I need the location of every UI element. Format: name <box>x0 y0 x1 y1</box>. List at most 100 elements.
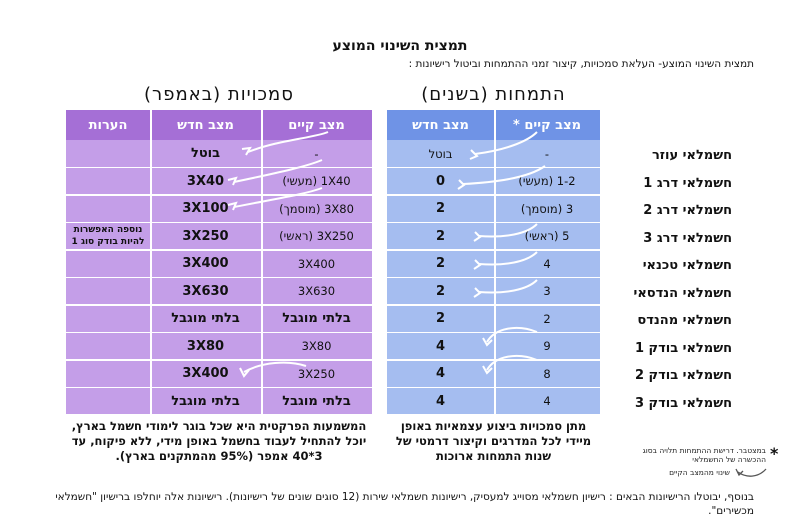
row-divider <box>387 221 600 223</box>
arrow-icon <box>478 223 538 238</box>
new-state-cell: 2 <box>435 256 446 272</box>
table-row: 3X100 3X80 (מוסמך) <box>66 195 372 223</box>
arrowhead-icon <box>482 337 493 347</box>
new-state-cell: בוטל <box>428 146 453 161</box>
current-state-cell: בלתי מוגבל <box>282 393 351 409</box>
arrow-icon <box>474 131 538 155</box>
row-divider <box>387 359 600 361</box>
new-state-cell: 3X400 <box>182 366 229 382</box>
table-row: 2 5 (ראשי) <box>387 223 600 251</box>
current-state-cell: 5 (ראשי) <box>524 229 570 244</box>
arrow-icon <box>486 326 538 343</box>
table-row: בוטל - <box>66 140 372 168</box>
internship-table: מצב חדש מצב קיים * בוטל - 0 1-2 (מעשי) 2 3 (מ… <box>387 110 600 416</box>
arrow-icon <box>462 165 546 185</box>
table-row: 3X400 3X250 <box>66 360 372 388</box>
row-divider <box>66 194 372 196</box>
arrowhead-icon <box>241 146 252 156</box>
role-label: חשמלאי בודק 2 <box>634 368 732 383</box>
role-label: חשמלאי הנדסאי <box>633 285 732 301</box>
legend-arrow-note: שינוי מהמצב הקיים <box>669 468 730 477</box>
row-divider <box>387 386 600 388</box>
current-state-cell: בלתי מוגבל <box>282 311 351 327</box>
arrow-icon <box>478 251 538 266</box>
new-state-cell: 2 <box>435 201 446 217</box>
internship-section-title: התמחות (בשנים) <box>421 84 566 105</box>
new-state-header: מצב חדש <box>177 117 234 133</box>
row-divider <box>66 386 372 388</box>
current-state-cell: 3X250 (ראשי) <box>279 229 354 244</box>
curved-arrow-icon <box>735 468 767 477</box>
arrow-icon <box>478 279 538 294</box>
row-divider <box>387 276 600 278</box>
table-row: 3X630 3X630 <box>66 278 372 306</box>
current-state-cell: 1X40 (מעשי) <box>282 174 351 189</box>
authority-caption: המשמעות הפרקטית היא שכל בוגר לימודי חשמל… <box>71 419 367 463</box>
new-state-cell: בלתי מוגבל <box>171 311 240 327</box>
new-state-cell: 4 <box>435 338 446 354</box>
table-row: 3X80 3X80 <box>66 333 372 361</box>
current-state-cell: - <box>314 146 319 161</box>
current-state-cell: 8 <box>543 366 551 381</box>
arrowhead-icon <box>469 149 479 160</box>
current-state-header: מצב קיים * <box>513 117 581 133</box>
authority-section-title: סמכויות (באמפר) <box>144 84 294 105</box>
current-state-cell: 3X630 <box>297 284 336 299</box>
arrowhead-icon <box>473 231 482 242</box>
new-state-cell: 0 <box>435 173 446 189</box>
new-state-header: מצב חדש <box>412 117 469 133</box>
new-state-cell: 3X40 <box>186 173 225 189</box>
new-state-cell: 3X250 <box>182 228 229 244</box>
arrowhead-icon <box>457 179 466 190</box>
column-divider <box>150 110 152 415</box>
internship-header-row: מצב חדש מצב קיים * <box>387 110 600 140</box>
table-row: 3X400 3X400 <box>66 250 372 278</box>
row-divider <box>66 276 372 278</box>
role-label: חשמלאי טכנאי <box>642 258 732 273</box>
new-state-cell: בוטל <box>190 146 221 162</box>
row-divider <box>66 304 372 306</box>
arrow-icon <box>247 131 329 153</box>
table-row: בוטל - <box>387 140 600 168</box>
current-state-header: מצב קיים <box>288 117 345 133</box>
role-label: חשמלאי מהנדס <box>637 313 732 328</box>
arrow-icon <box>486 354 538 371</box>
role-label: חשמלאי דרג 3 <box>643 230 732 246</box>
row-divider <box>387 331 600 333</box>
table-row: 2 3 (מוסמך) <box>387 195 600 223</box>
arrow-icon <box>243 361 307 373</box>
page-title: תמצית השינוי המוצע <box>332 38 468 54</box>
role-label: חשמלאי עוזר <box>651 148 732 163</box>
role-label: חשמלאי בודק 1 <box>634 340 732 356</box>
current-state-cell: 3X400 <box>297 256 336 271</box>
change-arrows <box>227 131 329 378</box>
authority-header-row: הערות מצב חדש מצב קיים <box>66 110 372 140</box>
role-label: חשמלאי דרג 1 <box>643 175 732 191</box>
new-state-cell: 4 <box>435 366 446 382</box>
current-state-cell: 3 <box>543 284 551 299</box>
row-divider <box>387 414 600 416</box>
current-state-cell: 4 <box>543 256 551 271</box>
arrowhead-icon <box>473 287 482 298</box>
current-state-cell: 3X80 <box>301 339 332 354</box>
current-state-cell: - <box>544 146 550 161</box>
new-state-cell: 3X630 <box>182 283 229 299</box>
change-arrows <box>457 131 546 375</box>
star-symbol: * <box>770 444 779 463</box>
column-divider <box>261 110 263 415</box>
new-state-cell: 2 <box>435 311 446 327</box>
arrowhead-icon <box>473 259 482 270</box>
table-row: בלתי מוגבל בלתי מוגבל <box>66 388 372 416</box>
current-state-cell: 3X250 <box>297 366 336 381</box>
new-state-cell: 3X100 <box>182 201 229 217</box>
role-label: חשמלאי בודק 3 <box>634 395 732 411</box>
authority-table: הערות מצב חדש מצב קיים בוטל - 3X40 1X40 (מע… <box>66 110 372 416</box>
new-state-cell: 2 <box>435 283 446 299</box>
current-state-cell: 1-2 (מעשי) <box>518 174 576 189</box>
table-row: נוספה האפשרות להיות בודק סוג 1 3X250 3X250… <box>66 223 372 251</box>
arrowhead-icon <box>482 365 493 375</box>
row-divider <box>66 166 372 168</box>
